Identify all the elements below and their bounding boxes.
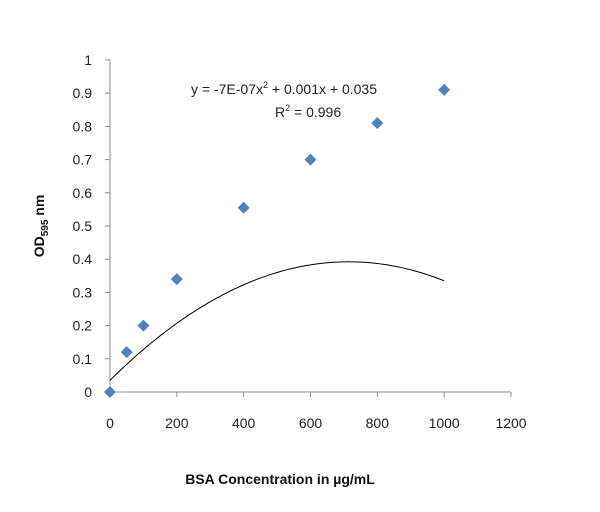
x-tick-label: 400 xyxy=(232,415,256,431)
data-markers xyxy=(104,83,451,398)
data-point xyxy=(137,319,150,332)
x-tick-label: 600 xyxy=(299,415,323,431)
plot-area: 0 0.1 0.2 0.3 0.4 0.5 0.6 0.7 0.8 0.9 1 0 200 400 600… xyxy=(73,52,527,431)
y-tick-label: 0.4 xyxy=(73,251,93,267)
y-tick-label: 0.6 xyxy=(73,185,93,201)
y-tick-label: 0.2 xyxy=(73,318,93,334)
data-point xyxy=(104,386,116,398)
y-tick-label: 0.9 xyxy=(73,85,93,101)
x-tick-label: 1000 xyxy=(429,415,460,431)
trendline-equation: y = -7E-07x2 + 0.001x + 0.035 xyxy=(191,80,377,97)
y-tick-label: 0.3 xyxy=(73,284,93,300)
y-tick-label: 0 xyxy=(84,384,92,400)
y-axis-title: OD595 nm xyxy=(31,195,51,258)
r-squared-exponent: 2 xyxy=(285,103,290,113)
y-tick-label: 1 xyxy=(84,52,92,68)
data-point xyxy=(371,117,384,130)
y-tick-label: 0.5 xyxy=(73,218,93,234)
y-axis-title-main: OD xyxy=(31,236,47,257)
data-point xyxy=(170,273,183,286)
x-tick-label: 1200 xyxy=(495,415,526,431)
trendline xyxy=(109,261,445,381)
x-tick-label: 800 xyxy=(366,415,390,431)
x-ticks: 0 200 400 600 800 1000 1200 xyxy=(106,392,527,431)
data-point xyxy=(120,346,133,359)
trendline-equation-exponent: 2 xyxy=(263,80,268,90)
data-point xyxy=(438,83,451,96)
data-point xyxy=(237,201,250,214)
data-point xyxy=(304,153,317,166)
trendline-equation-suffix: + 0.001x + 0.035 xyxy=(268,81,377,97)
y-axis-title-subscript: 595 xyxy=(40,219,51,236)
y-tick-label: 0.8 xyxy=(73,118,93,134)
r-squared-suffix: = 0.996 xyxy=(290,104,341,120)
y-axis-title-unit: nm xyxy=(31,195,47,220)
trendline-equation-prefix: y = -7E-07x xyxy=(191,81,263,97)
x-axis-title: BSA Concentration in µg/mL xyxy=(185,471,375,487)
y-tick-label: 0.1 xyxy=(73,351,93,367)
x-tick-label: 200 xyxy=(165,415,189,431)
x-tick-label: 0 xyxy=(106,415,114,431)
y-tick-label: 0.7 xyxy=(73,152,93,168)
r-squared-prefix: R xyxy=(275,104,285,120)
r-squared-label: R2 = 0.996 xyxy=(275,103,341,120)
y-ticks: 0 0.1 0.2 0.3 0.4 0.5 0.6 0.7 0.8 0.9 1 xyxy=(73,52,110,400)
